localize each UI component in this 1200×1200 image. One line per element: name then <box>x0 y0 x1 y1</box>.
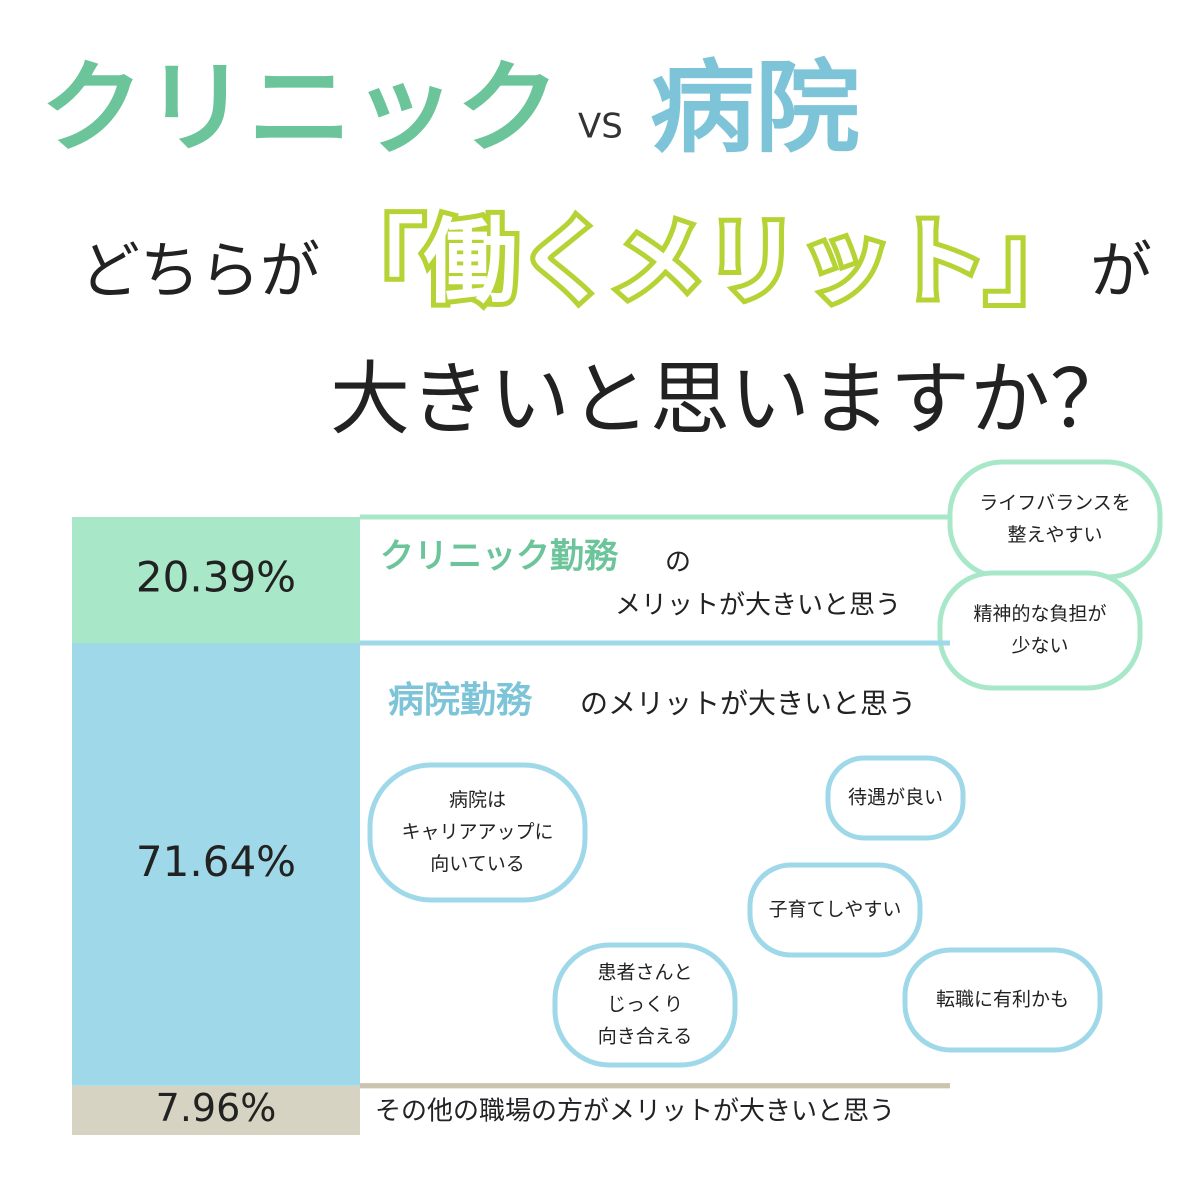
speech-bubble <box>367 762 588 903</box>
speech-bubble <box>747 862 923 958</box>
title-which: どちらが <box>80 234 320 307</box>
speech-bubble <box>825 755 966 841</box>
bar-segment <box>72 1085 360 1135</box>
speech-bubble <box>902 947 1103 1053</box>
comment-text: 患者さんと <box>597 962 692 984</box>
comment-text: キャリアアップに <box>401 821 553 843</box>
segment-name: クリニック勤務 <box>380 537 619 577</box>
title-clinic: クリニック <box>40 49 560 166</box>
comment-text: 向き合える <box>598 1026 692 1048</box>
speech-bubble <box>552 942 738 1068</box>
title-merit: 「働くメリット」 <box>330 208 1080 315</box>
comment-text: 整えやすい <box>1007 524 1102 546</box>
value-label: 7.96% <box>156 1086 277 1130</box>
comment-text: ライフバランスを <box>979 492 1131 514</box>
comment-text: じっくり <box>607 994 683 1016</box>
comment-text: 少ない <box>1011 635 1068 657</box>
speech-bubble <box>937 570 1143 691</box>
segment-name: 病院勤務 <box>388 680 533 721</box>
speech-bubble <box>947 459 1163 580</box>
segment-label: その他の職場の方がメリットが大きいと思う <box>375 1097 895 1127</box>
title-vs: VS <box>578 107 623 147</box>
title-ga: が <box>1090 234 1152 307</box>
comment-text: 待遇が良い <box>848 787 943 809</box>
segment-label: の <box>665 548 691 578</box>
comment-text: 向いている <box>430 853 524 875</box>
bar-segment <box>72 517 360 644</box>
value-label: 71.64% <box>136 837 296 886</box>
comment-text: 精神的な負担が <box>973 603 1106 625</box>
title-question: 大きいと思いますか？ <box>330 353 1130 446</box>
comment-text: 子育てしやすい <box>769 899 902 921</box>
segment-label: のメリットが大きいと思う <box>580 687 916 720</box>
title-hospital: 病院 <box>650 49 860 166</box>
comment-text: 病院は <box>449 789 506 811</box>
comment-text: 転職に有利かも <box>936 989 1069 1011</box>
segment-label: メリットが大きいと思う <box>615 591 901 621</box>
value-label: 20.39% <box>136 553 296 602</box>
bar-segment <box>72 643 360 1086</box>
